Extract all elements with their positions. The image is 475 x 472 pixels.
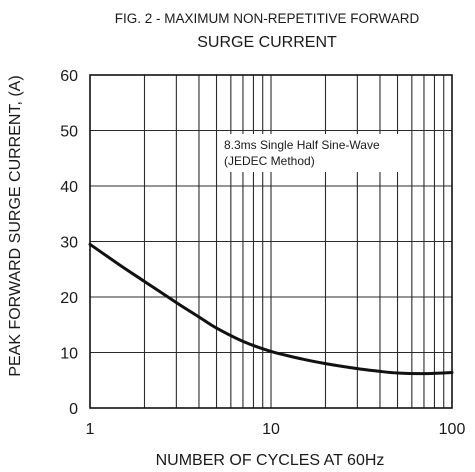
- y-tick-label: 20: [60, 290, 78, 307]
- plot-frame: [89, 74, 453, 409]
- chart-title-line2: SURGE CURRENT: [197, 34, 337, 51]
- x-tick-label: 100: [439, 421, 466, 438]
- x-tick-label: 10: [262, 421, 280, 438]
- series-line: [88, 242, 454, 376]
- y-tick-label: 0: [69, 401, 78, 418]
- annotation-line2: (JEDEC Method): [224, 154, 315, 168]
- annotation-background: [220, 134, 406, 172]
- series: [88, 242, 454, 376]
- y-tick-label: 60: [60, 68, 78, 85]
- x-tick-label: 1: [86, 421, 95, 438]
- y-tick-label: 30: [60, 235, 78, 252]
- y-axis-label: PEAK FORWARD SURGE CURRENT, (A): [7, 75, 24, 376]
- x-axis-label: NUMBER OF CYCLES AT 60Hz: [156, 452, 385, 469]
- y-tick-label: 50: [60, 124, 78, 141]
- y-tick-label: 10: [60, 346, 78, 363]
- annotation-line1: 8.3ms Single Half Sine-Wave: [224, 138, 380, 152]
- chart-title-line1: FIG. 2 - MAXIMUM NON-REPETITIVE FORWARD: [115, 11, 420, 26]
- y-tick-label: 40: [60, 179, 78, 196]
- tick-labels: 1 10 100 0 10 20 30 40 50 60: [60, 68, 465, 438]
- annotation: 8.3ms Single Half Sine-Wave (JEDEC Metho…: [220, 134, 406, 172]
- grid: [90, 75, 452, 408]
